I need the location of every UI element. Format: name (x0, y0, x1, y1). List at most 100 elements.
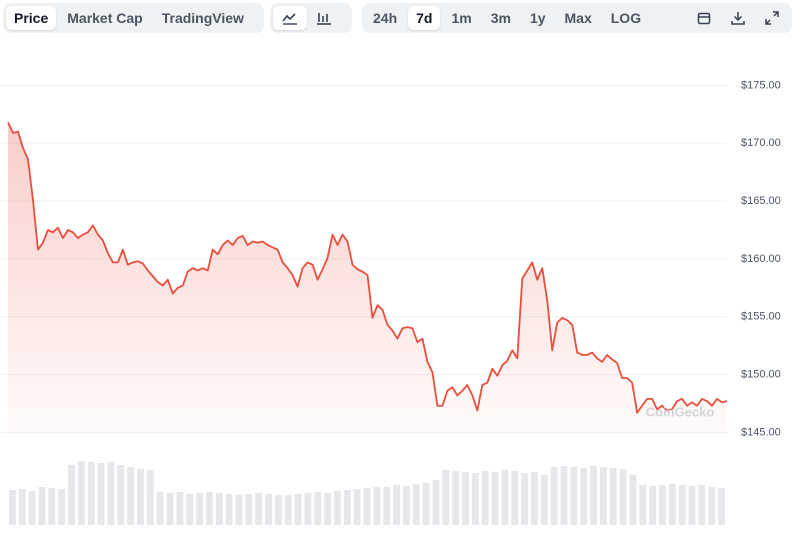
volume-bar (166, 493, 174, 525)
volume-bar (196, 493, 203, 525)
line-chart-button[interactable] (273, 6, 307, 30)
volume-bar (225, 494, 233, 525)
y-tick-label: $165.00 (741, 195, 781, 207)
volume-bar (570, 467, 578, 525)
volume-bar (501, 470, 509, 525)
tab-tradingview[interactable]: TradingView (161, 10, 244, 26)
volume-bar (363, 488, 371, 525)
y-tick-label: $170.00 (741, 137, 781, 149)
view-tabs: Price Market Cap TradingView (3, 3, 264, 33)
range-1y[interactable]: 1y (529, 10, 546, 26)
volume-bar (127, 467, 135, 525)
volume-bar (235, 495, 243, 525)
volume-bar (619, 469, 627, 525)
range-max[interactable]: Max (564, 10, 592, 26)
volume-bar (265, 494, 272, 525)
y-tick-label: $175.00 (741, 79, 781, 91)
volume-bar (284, 495, 292, 525)
volume-bar (324, 493, 332, 525)
volume-bar (58, 489, 66, 525)
calendar-button[interactable] (687, 6, 721, 30)
y-tick-label: $160.00 (741, 253, 781, 265)
volume-bar (590, 466, 597, 525)
volume-bar (137, 469, 144, 525)
volume-bar (442, 470, 450, 525)
volume-bar (659, 485, 666, 525)
volume-bar (688, 486, 696, 525)
volume-bar (334, 491, 341, 525)
volume-bar (314, 492, 322, 525)
y-tick-label: $155.00 (741, 311, 781, 323)
volume-bar (599, 467, 607, 525)
volume-bar (9, 490, 16, 525)
volume-bar (77, 461, 85, 525)
volume-bar (511, 471, 519, 525)
volume-bar (245, 494, 253, 525)
volume-bar (393, 485, 400, 525)
volume-bar (146, 470, 154, 525)
fullscreen-button[interactable] (755, 6, 789, 30)
volume-bar (38, 487, 46, 525)
volume-bar (353, 489, 361, 525)
watermark: CoinGecko (646, 404, 715, 419)
volume-bar (550, 467, 558, 525)
volume-bar (452, 471, 460, 525)
tool-icons (687, 6, 789, 30)
range-1m[interactable]: 1m (451, 10, 472, 26)
volume-bar (107, 462, 115, 525)
volume-bar (215, 493, 223, 525)
range-tabs: 24h 7d 1m 3m 1y Max LOG (365, 6, 652, 30)
y-tick-label: $145.00 (741, 426, 781, 438)
volume-bar (422, 483, 430, 525)
volume-bar (294, 494, 302, 525)
volume-bar (649, 486, 657, 525)
download-button[interactable] (721, 6, 755, 30)
chart: $145.00 $150.00 $155.00 $160.00 $165.00 $170.… (0, 79, 781, 525)
volume-bar (97, 463, 105, 525)
candle-chart-button[interactable] (307, 6, 341, 30)
volume-bar (639, 485, 647, 525)
volume-bar (462, 472, 469, 525)
volume-bar (531, 472, 538, 525)
volume-bar (373, 487, 381, 525)
y-tick-label: $150.00 (741, 368, 781, 380)
volume-bar (668, 484, 676, 525)
volume-bar (540, 475, 548, 525)
volume-bar (471, 473, 479, 525)
volume-bar (678, 485, 686, 525)
range-7d[interactable]: 7d (408, 6, 441, 30)
range-3m[interactable]: 3m (490, 10, 511, 26)
download-icon (731, 12, 745, 25)
calendar-icon (697, 12, 711, 25)
volume-bar (521, 473, 529, 525)
volume-bar (698, 485, 706, 525)
tab-market-cap[interactable]: Market Cap (67, 10, 143, 26)
volume-bar (629, 475, 637, 525)
volume-bar (402, 486, 410, 525)
volume-bar (560, 466, 568, 525)
volume-bar (481, 471, 489, 525)
volume-bar (432, 480, 440, 525)
volume-bar (186, 494, 194, 525)
chart-style (270, 3, 352, 33)
volume-bar (708, 487, 716, 525)
volume-bar (255, 493, 263, 525)
volume-bar (383, 487, 391, 525)
log-toggle[interactable]: LOG (610, 10, 642, 26)
volume-bar (48, 488, 56, 525)
volume-bar (28, 491, 36, 525)
range-24h[interactable]: 24h (373, 10, 398, 26)
line-icon (282, 13, 297, 25)
volume-bar (156, 492, 164, 525)
volume-bar (68, 465, 75, 525)
volume-bar (304, 493, 312, 525)
volume-bar (491, 472, 499, 525)
volume-bar (18, 489, 26, 525)
tab-price[interactable]: Price (6, 6, 57, 30)
volume-bar (718, 488, 725, 525)
volume-bar (274, 495, 282, 525)
volume-bar (117, 465, 125, 525)
volume-bar (580, 468, 588, 525)
volume-bar (412, 484, 420, 525)
